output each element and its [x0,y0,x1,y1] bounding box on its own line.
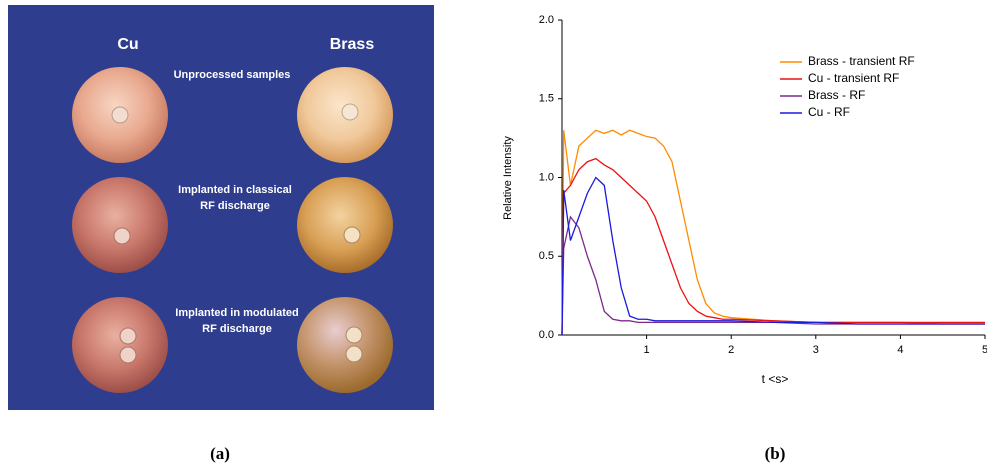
column-label: Brass [330,36,375,53]
hole [119,346,137,364]
y-tick-label: 1.0 [539,171,554,183]
y-tick-label: 2.0 [539,14,554,26]
legend-label: Cu - transient RF [808,71,899,85]
hole [119,327,137,345]
hole [343,226,361,244]
hole [111,106,129,124]
legend-label: Cu - RF [808,105,850,119]
hole [113,227,131,245]
line-series [561,176,985,336]
legend-label: Brass - RF [808,88,865,102]
disk [72,297,168,393]
photo-panel: Cu Brass Unprocessed samples Implanted i… [8,5,434,410]
y-tick-label: 0.5 [539,250,554,262]
x-axis-label: t <s> [762,372,789,386]
hole [345,345,363,363]
y-tick-label: 1.5 [539,93,554,105]
y-axis-label: Relative Intensity [502,136,514,220]
legend-label: Brass - transient RF [808,54,915,68]
row-label: Implanted in classical [178,184,292,196]
line-series [561,157,985,336]
x-tick-label: 5 [982,344,987,356]
hole [345,326,363,344]
samples [72,67,393,393]
x-tick-label: 1 [644,344,650,356]
row-label: RF discharge [202,323,272,335]
x-tick-label: 2 [728,344,734,356]
caption: (a) [210,444,230,463]
line-series [561,129,985,336]
caption: (b) [765,444,786,463]
x-tick-label: 3 [813,344,819,356]
disk [297,177,393,273]
disk [297,297,393,393]
row-label: Implanted in modulated [175,307,298,319]
row-label: RF discharge [200,200,270,212]
disk [72,177,168,273]
column-label: Cu [117,36,138,53]
hole [341,103,359,121]
x-tick-label: 4 [897,344,903,356]
row-label: Unprocessed samples [174,69,291,81]
y-tick-label: 0.0 [539,329,554,341]
line-series [561,215,985,336]
